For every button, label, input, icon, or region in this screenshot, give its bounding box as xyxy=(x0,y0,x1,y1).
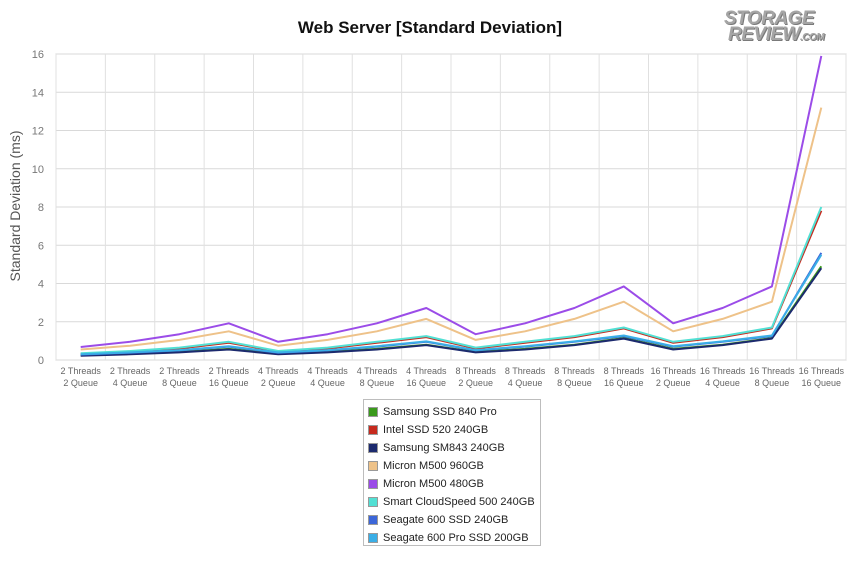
y-tick-label: 8 xyxy=(38,202,44,214)
y-tick-label: 10 xyxy=(32,164,44,176)
series-line-4 xyxy=(80,107,823,351)
logo-line-1: STORAGE xyxy=(724,8,815,29)
legend-label: Smart CloudSpeed 500 240GB xyxy=(383,496,535,508)
x-tick-label: 16 Threads 16 Queue xyxy=(799,366,845,388)
x-tick-label: 2 Threads 8 Queue xyxy=(159,366,200,388)
x-tick-label: 8 Threads 4 Queue xyxy=(505,366,546,388)
y-tick-label: 4 xyxy=(38,279,44,291)
x-tick-label: 4 Threads 8 Queue xyxy=(357,366,398,388)
series-line-3 xyxy=(80,267,823,357)
series-line-6 xyxy=(80,206,823,355)
legend-label: Micron M500 960GB xyxy=(383,460,484,472)
x-tick-label: 2 Threads 16 Queue xyxy=(209,366,250,388)
y-tick-label: 16 xyxy=(32,49,44,61)
y-tick-label: 2 xyxy=(38,317,44,329)
legend-label: Samsung SSD 840 Pro xyxy=(383,406,497,418)
storagereview-logo: STORAGE REVIEW.COM xyxy=(722,8,840,46)
legend-label: Samsung SM843 240GB xyxy=(383,442,505,454)
x-tick-label: 4 Threads 2 Queue xyxy=(258,366,299,388)
x-tick-label: 8 Threads 2 Queue xyxy=(456,366,497,388)
legend-label: Intel SSD 520 240GB xyxy=(383,424,489,436)
legend-item: Micron M500 480GB xyxy=(368,475,484,493)
legend-item: Seagate 600 Pro SSD 200GB xyxy=(368,529,529,547)
legend-item: Seagate 600 SSD 240GB xyxy=(368,511,508,529)
x-axis: 2 Threads 2 Queue 2 Threads 4 Queue 2 Thread… xyxy=(61,366,845,388)
x-tick-label: 4 Threads 16 Queue xyxy=(406,366,447,388)
y-tick-label: 6 xyxy=(38,240,44,252)
y-tick-label: 0 xyxy=(38,355,44,367)
legend-swatch xyxy=(368,497,378,507)
chart-grid xyxy=(55,53,847,361)
legend-swatch xyxy=(368,461,378,471)
series-line-8 xyxy=(80,254,823,356)
x-tick-label: 4 Threads 4 Queue xyxy=(307,366,348,388)
x-tick-label: 8 Threads 8 Queue xyxy=(554,366,595,388)
line-chart: 0 2 4 6 8 10 12 14 16 2 Threads 2 Queue 2 Threads 4… xyxy=(7,49,847,388)
y-tick-label: 14 xyxy=(32,87,44,99)
x-tick-label: 16 Threads 4 Queue xyxy=(700,366,746,388)
legend-item: Samsung SM843 240GB xyxy=(368,439,505,457)
y-axis: 0 2 4 6 8 10 12 14 16 xyxy=(32,49,44,367)
legend-item: Smart CloudSpeed 500 240GB xyxy=(368,493,535,511)
legend-swatch xyxy=(368,515,378,525)
legend-swatch xyxy=(368,425,378,435)
legend-swatch xyxy=(368,533,378,543)
y-axis-label: Standard Deviation (ms) xyxy=(7,131,23,282)
legend-swatch xyxy=(368,443,378,453)
x-tick-label: 8 Threads 16 Queue xyxy=(604,366,645,388)
series-line-5 xyxy=(80,55,823,348)
legend-label: Micron M500 480GB xyxy=(383,478,484,490)
x-tick-label: 2 Threads 2 Queue xyxy=(61,366,102,388)
legend-swatch xyxy=(368,407,378,417)
x-tick-label: 16 Threads 8 Queue xyxy=(749,366,795,388)
legend-label: Seagate 600 SSD 240GB xyxy=(383,514,509,526)
logo-line-2: REVIEW.COM xyxy=(728,24,825,45)
legend-swatch xyxy=(368,479,378,489)
legend-label: Seagate 600 Pro SSD 200GB xyxy=(383,532,529,544)
legend-item: Intel SSD 520 240GB xyxy=(368,421,488,439)
x-tick-label: 16 Threads 2 Queue xyxy=(651,366,697,388)
y-tick-label: 12 xyxy=(32,126,44,138)
legend-item: Micron M500 960GB xyxy=(368,457,484,475)
chart-legend: Samsung SSD 840 Pro Intel SSD 520 240GB Sa… xyxy=(363,399,541,546)
chart-title: Web Server [Standard Deviation] xyxy=(297,18,563,37)
series-lines xyxy=(80,55,823,357)
legend-item: Samsung SSD 840 Pro xyxy=(368,403,497,421)
x-tick-label: 2 Threads 4 Queue xyxy=(110,366,151,388)
